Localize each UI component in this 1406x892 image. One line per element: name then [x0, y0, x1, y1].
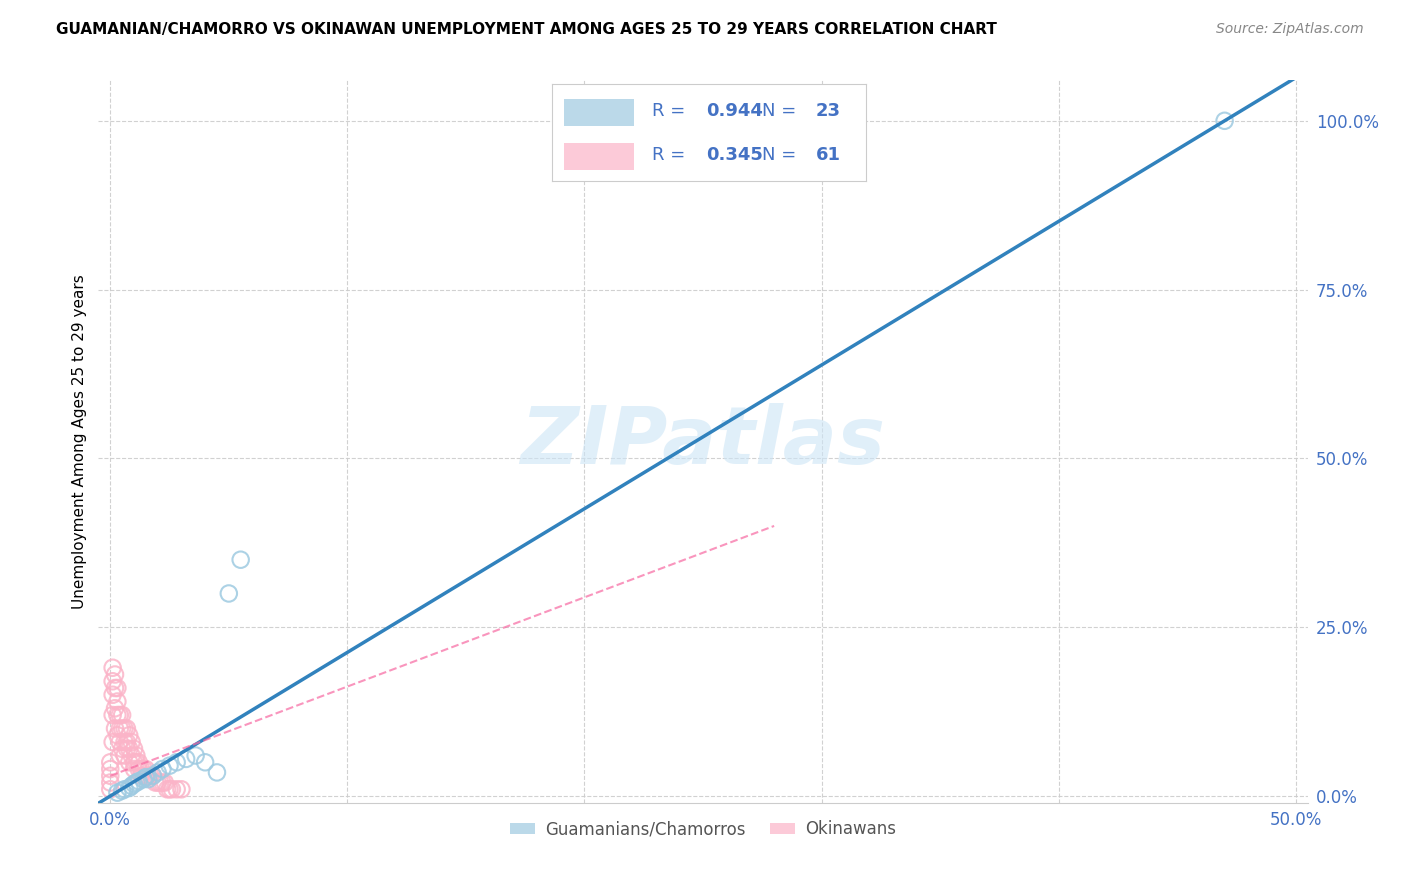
Point [136, 769, 159, 783]
Point [205, 765, 228, 780]
Point [114, 735, 136, 749]
Point [108, 748, 131, 763]
Point [129, 762, 152, 776]
Point [104, 667, 127, 681]
Point [115, 722, 138, 736]
Y-axis label: Unemployment Among Ages 25 to 29 years: Unemployment Among Ages 25 to 29 years [72, 274, 87, 609]
Point [104, 701, 127, 715]
Point [122, 741, 145, 756]
Point [142, 769, 165, 783]
Point [111, 722, 134, 736]
Point [104, 681, 127, 695]
Point [114, 782, 136, 797]
Point [159, 758, 181, 772]
Point [101, 661, 124, 675]
Point [122, 756, 145, 770]
Point [111, 741, 134, 756]
Point [135, 770, 157, 784]
Point [98, 775, 121, 789]
Point [105, 728, 128, 742]
Point [135, 762, 157, 776]
Point [184, 748, 207, 763]
Point [166, 782, 188, 797]
Point [121, 779, 143, 793]
Point [125, 748, 148, 763]
Point [118, 728, 141, 742]
Point [101, 735, 124, 749]
Point [114, 748, 136, 763]
Point [121, 735, 143, 749]
Point [98, 782, 121, 797]
Point [98, 762, 121, 776]
Text: GUAMANIAN/CHAMORRO VS OKINAWAN UNEMPLOYMENT AMONG AGES 25 TO 29 YEARS CORRELATIO: GUAMANIAN/CHAMORRO VS OKINAWAN UNEMPLOYM… [56, 22, 997, 37]
Point [115, 741, 138, 756]
Point [128, 774, 150, 789]
Point [104, 722, 127, 736]
Point [122, 777, 145, 791]
Point [125, 756, 148, 770]
Point [101, 708, 124, 723]
Point [105, 681, 128, 695]
Point [114, 722, 136, 736]
Point [108, 735, 131, 749]
Point [152, 762, 174, 776]
Text: Source: ZipAtlas.com: Source: ZipAtlas.com [1216, 22, 1364, 37]
Point [98, 769, 121, 783]
Point [132, 762, 155, 776]
Point [152, 775, 174, 789]
Point [166, 756, 188, 770]
Point [108, 722, 131, 736]
Point [135, 769, 157, 783]
Point [111, 783, 134, 797]
Point [160, 782, 183, 797]
Point [174, 752, 197, 766]
Point [128, 756, 150, 770]
Point [125, 775, 148, 789]
Point [149, 775, 172, 789]
Point [115, 735, 138, 749]
Point [101, 688, 124, 702]
Point [1213, 113, 1236, 128]
Legend: Guamanians/Chamorros, Okinawans: Guamanians/Chamorros, Okinawans [503, 814, 903, 845]
Point [139, 769, 162, 783]
Point [153, 775, 176, 789]
Point [128, 762, 150, 776]
Point [170, 782, 193, 797]
Text: ZIPatlas: ZIPatlas [520, 402, 886, 481]
Point [101, 674, 124, 689]
Point [122, 762, 145, 776]
Point [146, 765, 169, 780]
Point [142, 769, 165, 783]
Point [129, 769, 152, 783]
Point [159, 782, 181, 797]
Point [146, 775, 169, 789]
Point [229, 552, 252, 566]
Point [118, 780, 141, 795]
Point [118, 741, 141, 756]
Point [105, 694, 128, 708]
Point [143, 775, 166, 789]
Point [108, 708, 131, 723]
Point [156, 782, 179, 797]
Point [111, 708, 134, 723]
Point [121, 748, 143, 763]
Point [105, 786, 128, 800]
Point [136, 772, 159, 787]
Point [194, 756, 217, 770]
Point [98, 756, 121, 770]
Point [132, 772, 155, 787]
Point [118, 756, 141, 770]
Point [218, 586, 240, 600]
Point [105, 708, 128, 723]
